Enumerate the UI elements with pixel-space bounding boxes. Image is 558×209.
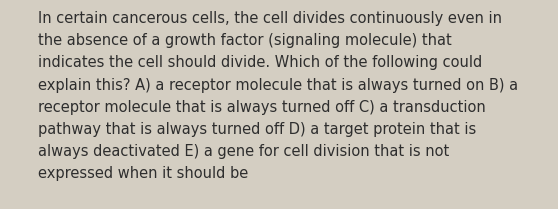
Text: always deactivated E) a gene for cell division that is not: always deactivated E) a gene for cell di…	[38, 144, 449, 159]
Text: indicates the cell should divide. Which of the following could: indicates the cell should divide. Which …	[38, 55, 482, 70]
Text: the absence of a growth factor (signaling molecule) that: the absence of a growth factor (signalin…	[38, 33, 452, 48]
Text: expressed when it should be: expressed when it should be	[38, 166, 248, 181]
Text: receptor molecule that is always turned off C) a transduction: receptor molecule that is always turned …	[38, 100, 486, 115]
Text: In certain cancerous cells, the cell divides continuously even in: In certain cancerous cells, the cell div…	[38, 11, 502, 26]
Text: pathway that is always turned off D) a target protein that is: pathway that is always turned off D) a t…	[38, 122, 476, 137]
Text: explain this? A) a receptor molecule that is always turned on B) a: explain this? A) a receptor molecule tha…	[38, 78, 518, 93]
